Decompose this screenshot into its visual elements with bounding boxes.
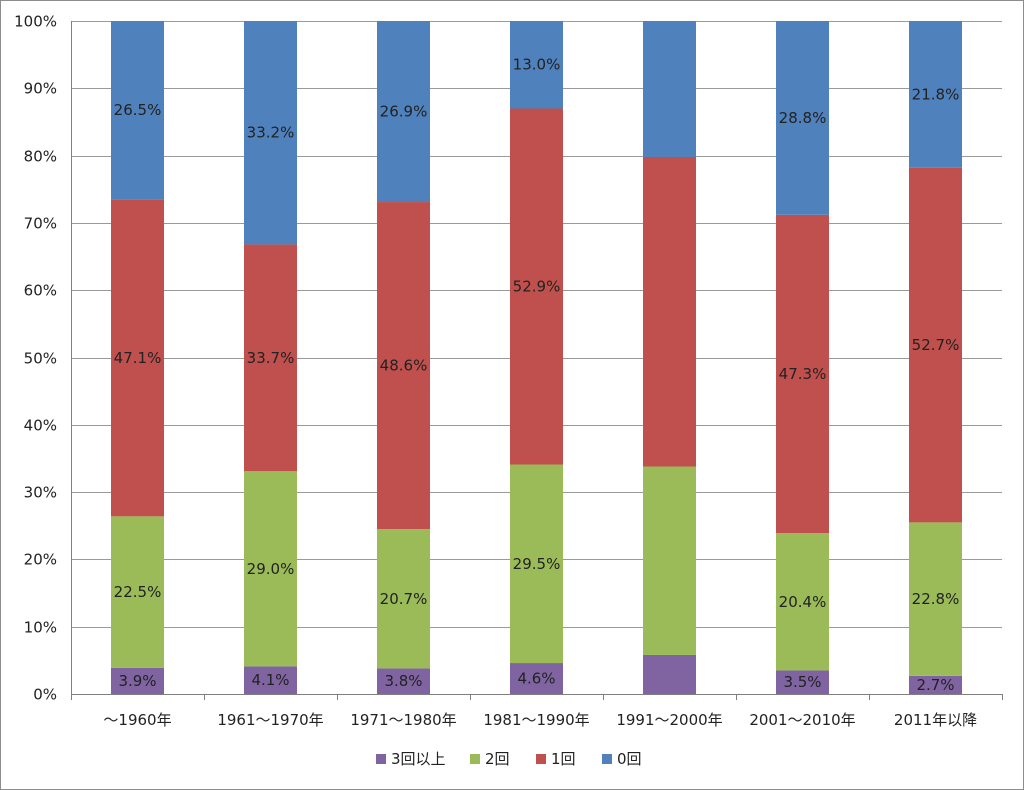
legend-swatch [470, 754, 480, 764]
y-tick-label: 50% [24, 350, 57, 368]
data-label: 28.8% [779, 109, 827, 127]
data-label: 52.7% [912, 336, 960, 354]
data-label: 2.7% [916, 676, 954, 694]
bar-segment [244, 244, 297, 472]
x-category-label: ～1960年 [103, 711, 171, 729]
bar-segment [643, 156, 696, 467]
y-tick-label: 20% [24, 551, 57, 569]
data-label: 3.8% [384, 672, 422, 690]
data-label: 48.6% [380, 357, 428, 375]
data-label: 21.8% [912, 85, 960, 103]
bar-segment [377, 668, 430, 694]
bar-segment [244, 471, 297, 667]
data-label: 13.0% [513, 56, 561, 74]
x-category-label: 1961～1970年 [217, 711, 323, 729]
data-label: 47.3% [779, 365, 827, 383]
bar-segment [510, 108, 563, 465]
bar-segment [909, 675, 962, 694]
legend-label: 1回 [551, 750, 576, 768]
legend-label: 2回 [485, 750, 510, 768]
data-label: 22.5% [114, 583, 162, 601]
bar-segment [244, 21, 297, 245]
data-label: 20.4% [779, 593, 827, 611]
bar-segment [643, 466, 696, 655]
y-tick-label: 70% [24, 215, 57, 233]
axes: 0% 10% 20% 30% 40% 50% 60% 70% 80% 90% 100% ～1960年 1… [14, 13, 1003, 729]
bar-segment [776, 670, 829, 694]
data-label: 3.5% [783, 673, 821, 691]
bar-segment [776, 21, 829, 215]
x-category-label: 2001～2010年 [749, 711, 855, 729]
bar-segment [909, 21, 962, 168]
data-label: 4.1% [251, 671, 289, 689]
y-tick-label: 90% [24, 80, 57, 98]
data-label: 3.9% [118, 672, 156, 690]
bar-segment [510, 663, 563, 694]
legend-swatch [376, 754, 386, 764]
y-tick-label: 40% [24, 417, 57, 435]
legend-swatch [602, 754, 612, 764]
bar-segment [776, 533, 829, 671]
bar-segment [909, 167, 962, 523]
data-label: 47.1% [114, 349, 162, 367]
bar-segment [643, 21, 696, 157]
bar-segment [111, 516, 164, 668]
y-tick-label: 0% [33, 686, 57, 704]
data-label: 20.7% [380, 590, 428, 608]
data-label: 26.5% [114, 101, 162, 119]
data-label: 33.2% [247, 124, 295, 142]
x-category-label: 1991～2000年 [616, 711, 722, 729]
data-label: 29.5% [513, 555, 561, 573]
y-tick-label: 100% [14, 13, 57, 31]
bar-segment [643, 654, 696, 694]
legend-swatch [536, 754, 546, 764]
bar-segment [111, 21, 164, 200]
data-label: 52.9% [513, 277, 561, 295]
data-label: 22.8% [912, 590, 960, 608]
data-label: 33.7% [247, 349, 295, 367]
y-tick-label: 10% [24, 619, 57, 637]
data-label: 26.9% [380, 103, 428, 121]
legend-label: 3回以上 [391, 750, 446, 768]
bar-segment [244, 666, 297, 694]
x-category-label: 1971～1980年 [350, 711, 456, 729]
bar-segment [776, 214, 829, 534]
bar-segment [377, 21, 430, 203]
x-category-label: 1981～1990年 [483, 711, 589, 729]
bar-segment [111, 667, 164, 694]
bar-segment [510, 21, 563, 109]
bar-segment [510, 464, 563, 664]
bar-segment [377, 529, 430, 669]
bar-segment [909, 522, 962, 676]
bar-segment [377, 202, 430, 530]
bar-segment [111, 199, 164, 517]
data-labels: 3.9% 22.5% 47.1% 26.5% 4.1% 29.0% 33.7% 33.2% 3.… [114, 56, 960, 694]
y-tick-label: 80% [24, 148, 57, 166]
y-tick-label: 60% [24, 282, 57, 300]
bars [111, 21, 962, 694]
data-label: 4.6% [517, 670, 555, 688]
legend-label: 0回 [617, 750, 642, 768]
data-label: 29.0% [247, 560, 295, 578]
y-tick-label: 30% [24, 484, 57, 502]
legend: 3回以上 2回 1回 0回 [376, 750, 642, 768]
x-category-label: 2011年以降 [894, 711, 977, 729]
